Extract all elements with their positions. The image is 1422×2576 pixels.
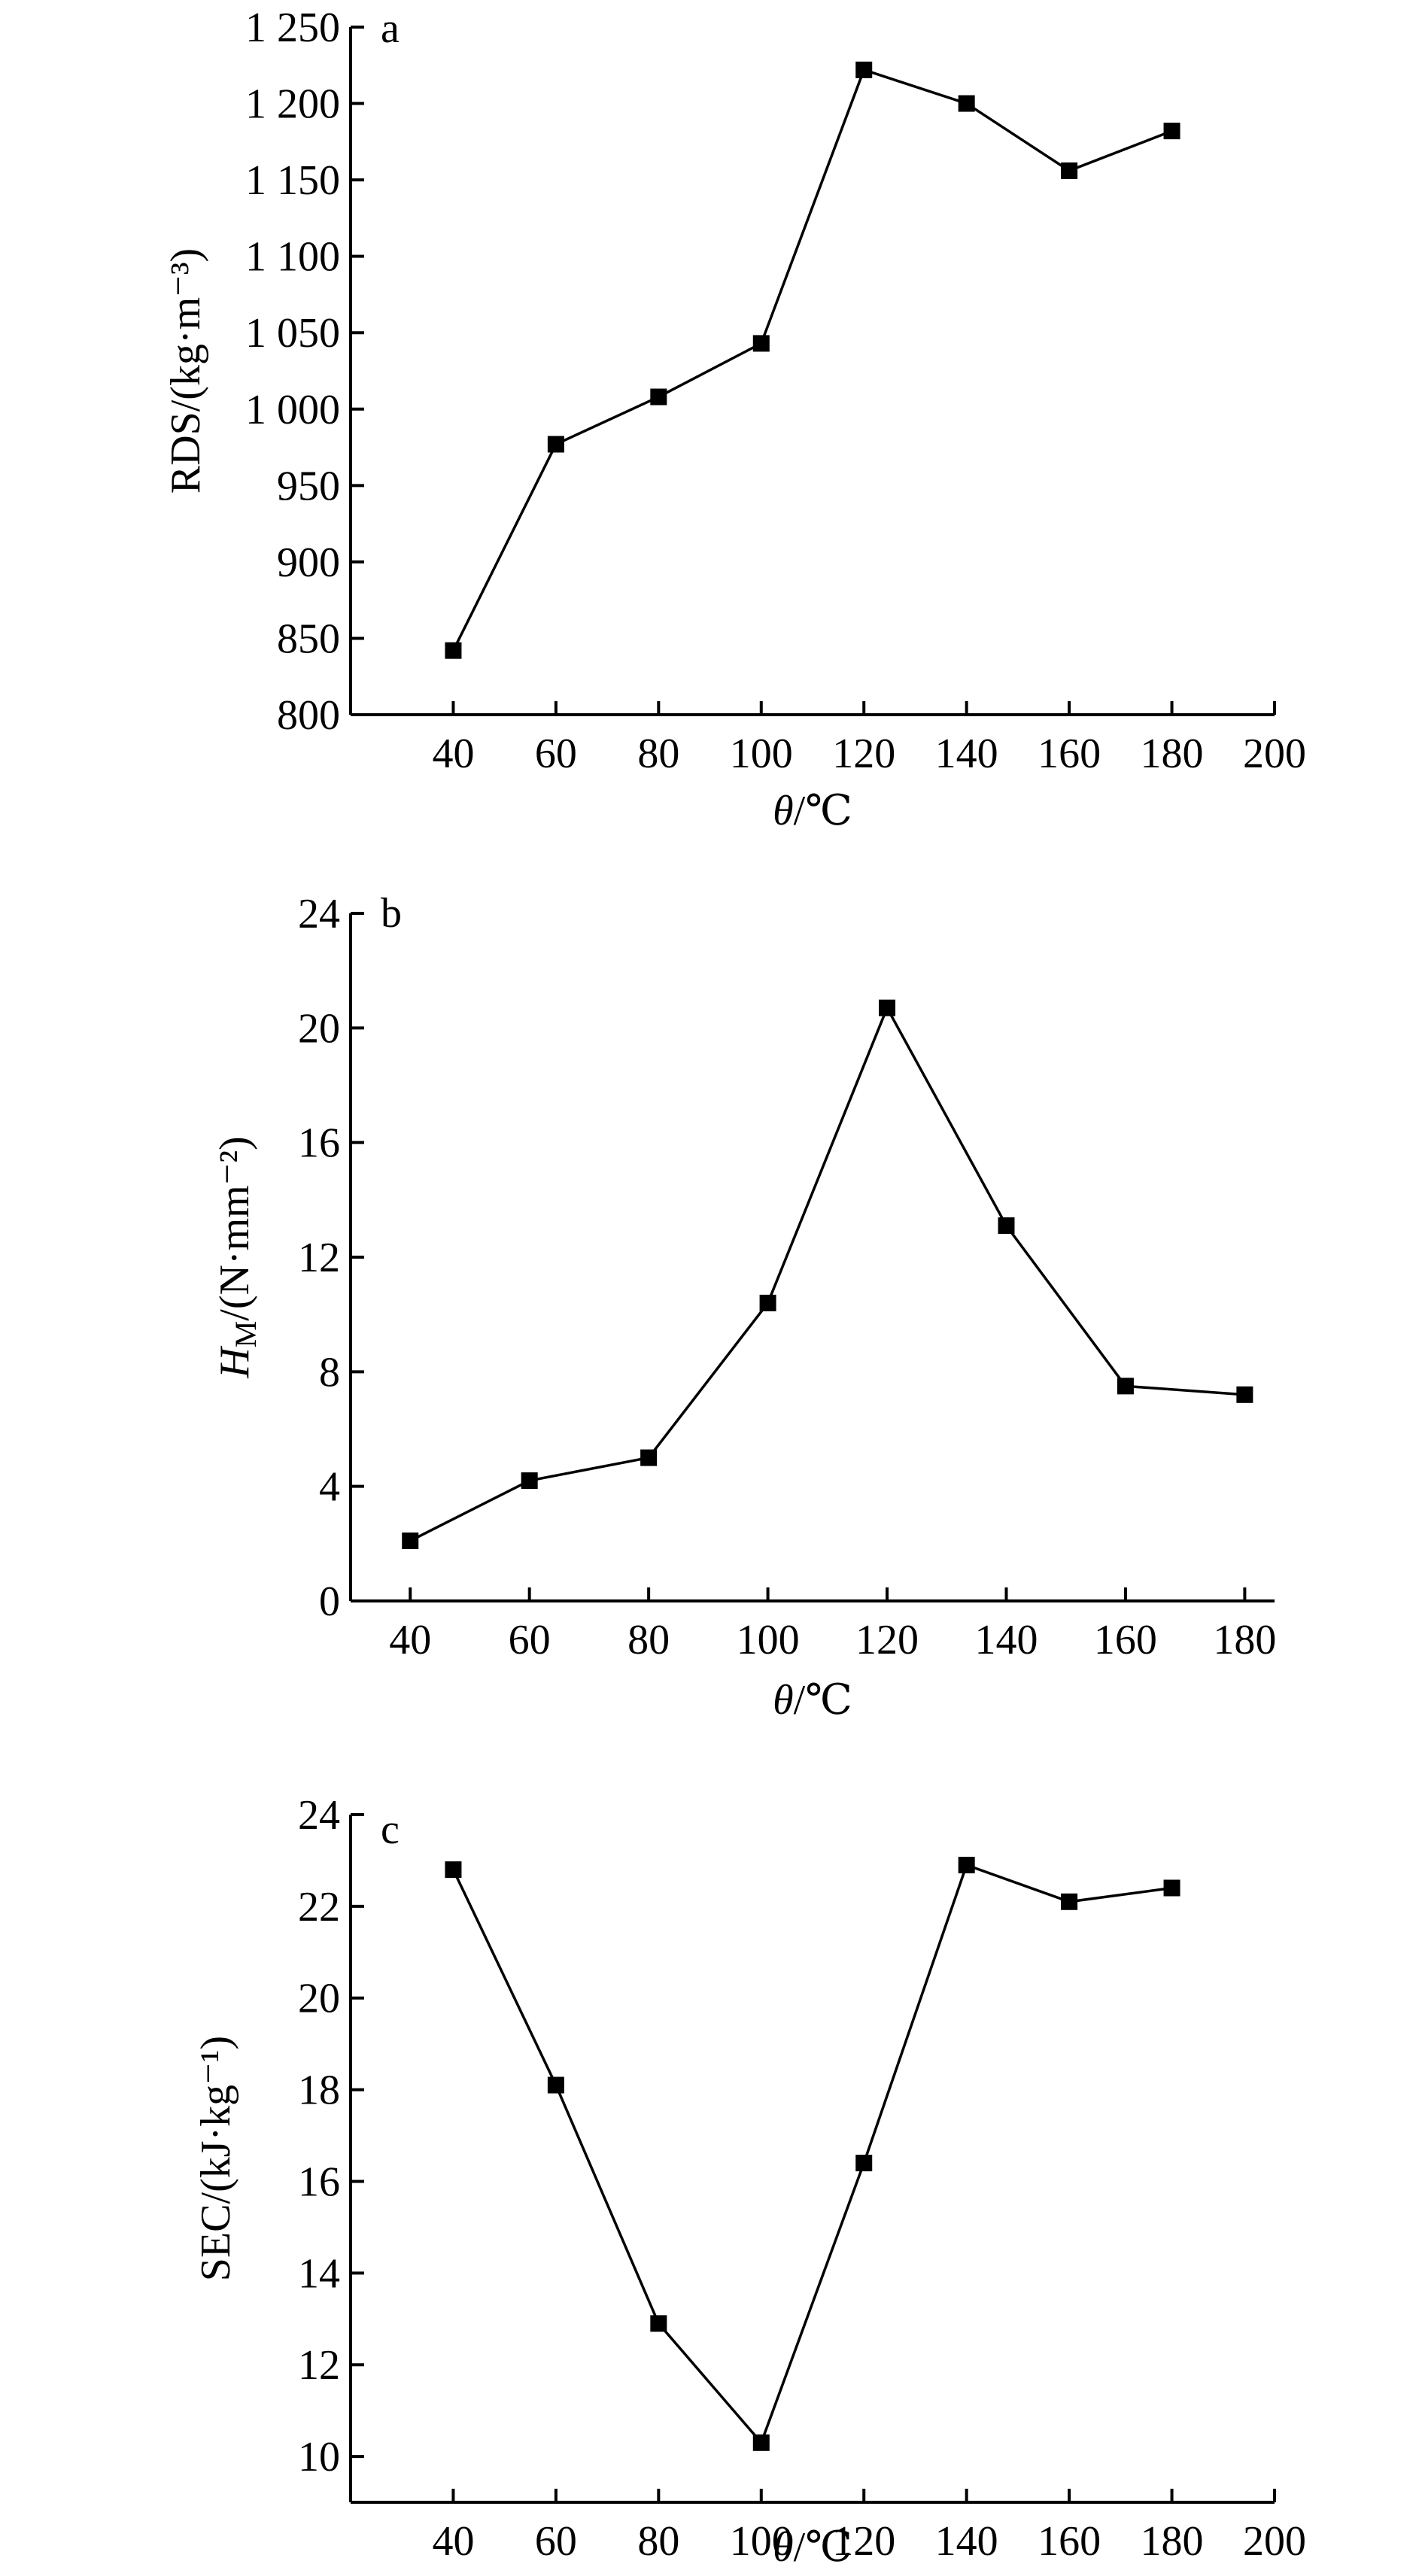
data-point xyxy=(1061,162,1078,179)
x-tick-label: 100 xyxy=(730,2518,793,2565)
y-tick-label: 10 xyxy=(298,2434,340,2480)
series-line xyxy=(409,1004,1245,1542)
x-axis-title: θ/℃ xyxy=(773,788,852,834)
x-tick-label: 180 xyxy=(1141,2518,1204,2565)
data-point xyxy=(759,1294,776,1311)
data-point xyxy=(445,642,462,659)
x-tick-label: 60 xyxy=(535,2518,577,2565)
x-tick-label: 120 xyxy=(832,731,895,777)
y-tick-label: 8 xyxy=(319,1349,340,1396)
chart-panel-b: 0 4 8 12 16 20 24 40 60 80 100 120 140 160 180 θ/℃ HM/(N… xyxy=(211,890,1276,1724)
data-point xyxy=(1117,1378,1134,1395)
x-tick-label: 160 xyxy=(1038,2518,1101,2565)
data-point xyxy=(752,2434,770,2451)
y-tick-label: 1 100 xyxy=(245,234,340,281)
y-tick-label: 24 xyxy=(298,891,340,937)
panel-letter: b xyxy=(381,890,402,937)
x-tick-label: 200 xyxy=(1243,2518,1306,2565)
x-tick-label: 100 xyxy=(737,1617,800,1663)
y-axis-title: HM/(N·mm⁻²) xyxy=(211,1136,263,1378)
y-tick-label: 0 xyxy=(319,1578,340,1625)
x-tick-label: 120 xyxy=(855,1617,919,1663)
y-axis-title: SEC/(kJ·kg⁻¹) xyxy=(193,2036,239,2281)
y-tick-label: 20 xyxy=(298,1976,340,2022)
x-tick-label: 80 xyxy=(637,731,679,777)
x-tick-label: 60 xyxy=(509,1617,551,1663)
data-point xyxy=(958,95,975,112)
y-tick-label: 800 xyxy=(277,692,340,739)
x-tick-label: 100 xyxy=(730,731,793,777)
y-tick-label: 12 xyxy=(298,1235,340,1281)
data-point xyxy=(640,1449,658,1466)
data-point xyxy=(547,2076,564,2094)
data-point xyxy=(1061,1893,1078,1910)
data-point xyxy=(855,61,873,78)
chart-panel-a: 800 850 900 950 1 000 1 050 1 100 1 150 1 200 1 2… xyxy=(163,5,1306,834)
y-tick-label: 1 050 xyxy=(245,310,340,357)
y-tick-label: 1 200 xyxy=(245,81,340,128)
x-tick-label: 160 xyxy=(1094,1617,1157,1663)
data-point xyxy=(1163,123,1180,140)
x-axis-title: θ/℃ xyxy=(773,1677,852,1724)
y-tick-label: 24 xyxy=(298,1792,340,1839)
x-tick-label: 140 xyxy=(974,1617,1038,1663)
y-tick-label: 12 xyxy=(298,2342,340,2389)
data-point xyxy=(650,388,667,406)
data-point xyxy=(958,1857,975,1874)
y-tick-label: 850 xyxy=(277,615,340,662)
x-tick-label: 160 xyxy=(1038,731,1101,777)
y-tick-label: 18 xyxy=(298,2067,340,2114)
y-tick-label: 1 150 xyxy=(245,157,340,204)
x-tick-label: 40 xyxy=(389,1617,431,1663)
panel-letter: a xyxy=(381,5,400,52)
data-point xyxy=(547,436,564,453)
data-point xyxy=(879,999,896,1016)
x-tick-label: 140 xyxy=(935,731,998,777)
x-axis-title: θ/℃ xyxy=(773,2524,852,2571)
y-tick-label: 1 250 xyxy=(245,5,340,51)
data-point xyxy=(650,2315,667,2332)
x-tick-label: 40 xyxy=(432,731,474,777)
y-tick-label: 16 xyxy=(298,2158,340,2205)
data-point xyxy=(855,2155,873,2172)
y-tick-label: 16 xyxy=(298,1120,340,1167)
y-axis-title: RDS/(kg·m⁻³) xyxy=(163,248,209,494)
panel-letter: c xyxy=(381,1806,400,1853)
data-point xyxy=(521,1472,538,1490)
data-point xyxy=(445,1861,462,1879)
x-tick-label: 80 xyxy=(627,1617,670,1663)
series-line xyxy=(451,68,1173,652)
x-tick-label: 200 xyxy=(1243,731,1306,777)
y-tick-label: 1 000 xyxy=(245,387,340,433)
x-tick-label: 80 xyxy=(637,2518,679,2565)
x-tick-label: 180 xyxy=(1213,1617,1276,1663)
y-tick-label: 950 xyxy=(277,463,340,509)
x-tick-label: 120 xyxy=(832,2518,895,2565)
y-tick-label: 4 xyxy=(319,1464,340,1511)
y-tick-label: 20 xyxy=(298,1005,340,1052)
data-point xyxy=(1163,1879,1180,1897)
chart-panel-c: 10 12 14 16 18 20 22 24 40 60 80 100 120 140 160 180 200… xyxy=(193,1792,1306,2571)
data-point xyxy=(998,1217,1015,1235)
data-point xyxy=(1236,1386,1253,1403)
x-tick-label: 180 xyxy=(1141,731,1204,777)
x-tick-label: 40 xyxy=(432,2518,474,2565)
x-tick-label: 140 xyxy=(935,2518,998,2565)
y-tick-label: 14 xyxy=(298,2250,340,2297)
data-point xyxy=(402,1533,419,1550)
data-point xyxy=(752,335,770,352)
series-line xyxy=(451,1863,1172,2446)
y-tick-label: 900 xyxy=(277,539,340,586)
x-tick-label: 60 xyxy=(535,731,577,777)
y-tick-label: 22 xyxy=(298,1884,340,1930)
